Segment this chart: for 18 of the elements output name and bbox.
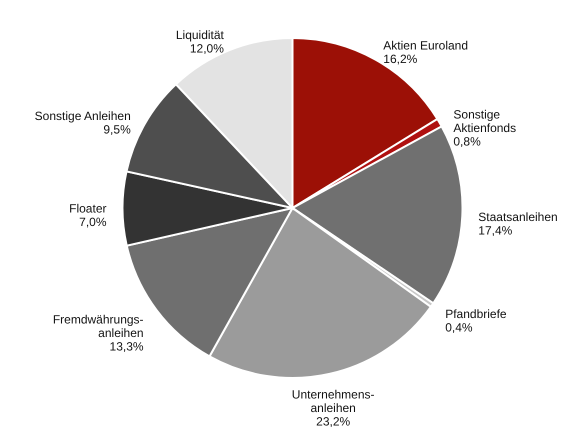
slice-label: Liquidität bbox=[176, 28, 225, 42]
slice-label: Aktien Euroland bbox=[383, 38, 468, 53]
data-label: 0,4% bbox=[445, 320, 473, 335]
slice-label: Pfandbriefe bbox=[445, 307, 507, 322]
data-label: 0,8% bbox=[453, 134, 482, 149]
data-label: 13,3% bbox=[110, 339, 144, 354]
data-label: 9,5% bbox=[103, 122, 132, 137]
slice-label: Sonstige Anleihen bbox=[34, 109, 131, 124]
data-label: 12,0% bbox=[190, 42, 224, 56]
slice-label: Fremdwährungs- anleihen bbox=[52, 312, 144, 340]
slice-label: Staatsanleihen bbox=[478, 210, 558, 224]
data-label: 16,2% bbox=[383, 52, 418, 66]
data-label: 23,2% bbox=[316, 414, 350, 429]
data-label: 7,0% bbox=[79, 215, 107, 230]
slice-label: Unternehmens- anleihen bbox=[292, 388, 375, 416]
data-label: 17,4% bbox=[478, 223, 513, 238]
slice-label: Floater bbox=[69, 202, 106, 216]
slice-label: Sonstige Aktienfonds bbox=[453, 108, 516, 136]
